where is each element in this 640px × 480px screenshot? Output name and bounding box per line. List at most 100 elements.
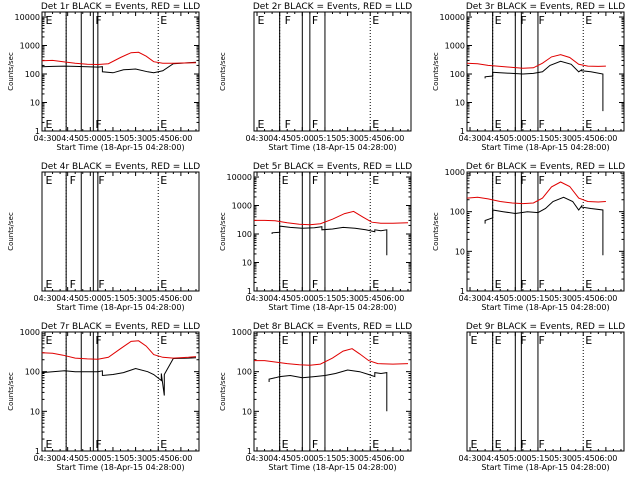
x-tick-label: 05:30 — [336, 294, 359, 303]
y-tick-label: 100 — [450, 70, 465, 79]
marker-letter: E — [495, 14, 502, 27]
y-axis-label: Counts/sec — [7, 52, 15, 91]
marker-letter: F — [520, 118, 526, 131]
marker-letter: F — [98, 278, 104, 291]
x-tick-label: 04:30 — [245, 134, 268, 143]
y-tick-label: 100 — [450, 208, 465, 217]
y-axis-label: Counts/sec — [219, 372, 227, 411]
panel-title: Det 2r BLACK = Events, RED = LLD — [253, 2, 412, 12]
x-tick-label: 04:30 — [458, 294, 481, 303]
x-tick-label: 05:15 — [526, 294, 549, 303]
x-tick-label: 04:45 — [481, 294, 504, 303]
x-axis-label: Start Time (18-Apr-15 04:28:00) — [268, 143, 396, 152]
x-tick-label: 05:15 — [313, 454, 336, 463]
y-tick-label: 1000 — [445, 168, 465, 177]
marker-letter: F — [538, 278, 544, 291]
x-tick-label: 05:15 — [526, 134, 549, 143]
marker-letter: F — [95, 118, 101, 131]
y-tick-label: 100 — [237, 230, 252, 239]
marker-letter: E — [585, 438, 592, 451]
marker-letter: F — [285, 118, 291, 131]
lld-series-line — [466, 54, 606, 69]
x-tick-label: 05:15 — [313, 294, 336, 303]
marker-letter: F — [520, 438, 526, 451]
x-tick-label: 04:30 — [245, 454, 268, 463]
x-axis-label: Start Time (18-Apr-15 04:28:00) — [56, 143, 184, 152]
marker-letter: E — [471, 334, 478, 347]
marker-letter: E — [495, 438, 502, 451]
marker-letter: F — [538, 438, 544, 451]
x-tick-label: 05:30 — [336, 454, 359, 463]
marker-letter: E — [160, 278, 167, 291]
x-tick-label: 05:00 — [291, 134, 314, 143]
marker-letter: F — [95, 14, 101, 27]
plot-frame — [253, 11, 412, 132]
x-tick-label: 05:15 — [101, 454, 124, 463]
marker-letter: E — [585, 14, 592, 27]
x-tick-label: 05:45 — [359, 134, 382, 143]
x-tick-label: 06:00 — [381, 294, 404, 303]
marker-letter: E — [160, 118, 167, 131]
marker-letter: E — [160, 438, 167, 451]
x-axis-label: Start Time (18-Apr-15 04:28:00) — [481, 463, 609, 472]
x-tick-label: 05:15 — [526, 454, 549, 463]
marker-letter: F — [538, 118, 544, 131]
y-axis-label: Counts/sec — [7, 372, 15, 411]
plot-frame — [41, 331, 200, 452]
x-tick-label: 06:00 — [169, 294, 192, 303]
y-tick-label: 1 — [35, 127, 40, 136]
marker-letter: F — [285, 14, 291, 27]
detector-panel-1: Det 1r BLACK = Events, RED = LLD 04:30 04:… — [7, 2, 200, 152]
x-tick-label: 05:30 — [124, 454, 147, 463]
marker-letter: E — [46, 334, 53, 347]
marker-letter: E — [471, 438, 478, 451]
marker-letter: E — [585, 334, 592, 347]
x-axis-label: Start Time (18-Apr-15 04:28:00) — [56, 303, 184, 312]
y-tick-label: 1 — [247, 447, 252, 456]
y-tick-label: 10000 — [15, 13, 40, 22]
x-tick-label: 05:45 — [572, 294, 595, 303]
x-tick-label: 04:45 — [268, 294, 291, 303]
y-tick-label: 100 — [237, 368, 252, 377]
marker-letter: E — [495, 334, 502, 347]
x-tick-label: 05:30 — [124, 294, 147, 303]
detector-panel-5: Det 5r BLACK = Events, RED = LLD 04:30 04:… — [219, 162, 412, 312]
events-series-line — [41, 61, 197, 74]
x-axis-label: Start Time (18-Apr-15 04:28:00) — [481, 303, 609, 312]
marker-letter: E — [372, 14, 379, 27]
marker-letter: E — [258, 14, 265, 27]
marker-letter: F — [312, 278, 318, 291]
y-tick-label: 1000 — [232, 328, 252, 337]
y-tick-label: 1 — [247, 287, 252, 296]
y-tick-label: 100 — [25, 70, 40, 79]
lld-series-line — [466, 181, 606, 205]
x-tick-label: 06:00 — [381, 134, 404, 143]
x-tick-label: 05:30 — [549, 454, 572, 463]
x-tick-label: 05:45 — [147, 294, 170, 303]
marker-letter: E — [495, 278, 502, 291]
y-tick-label: 10 — [455, 99, 465, 108]
x-tick-label: 05:30 — [549, 294, 572, 303]
panel-title: Det 3r BLACK = Events, RED = LLD — [466, 2, 625, 12]
lld-series-line — [41, 51, 197, 66]
x-tick-label: 04:30 — [245, 294, 268, 303]
x-tick-label: 04:30 — [458, 134, 481, 143]
y-tick-label: 10 — [242, 407, 252, 416]
y-axis-label: Counts/sec — [219, 212, 227, 251]
y-axis-label: Counts/sec — [432, 212, 440, 251]
y-tick-label: 10 — [242, 259, 252, 268]
x-tick-label: 04:45 — [481, 454, 504, 463]
marker-letter: F — [520, 174, 526, 187]
marker-letter: E — [282, 438, 289, 451]
x-tick-label: 05:30 — [336, 134, 359, 143]
x-tick-label: 04:45 — [56, 454, 79, 463]
marker-letter: F — [538, 334, 544, 347]
marker-letter: F — [520, 278, 526, 291]
x-tick-label: 04:45 — [56, 134, 79, 143]
x-tick-label: 05:45 — [572, 454, 595, 463]
marker-letter: F — [312, 438, 318, 451]
x-tick-label: 05:15 — [313, 134, 336, 143]
x-tick-label: 05:45 — [147, 454, 170, 463]
marker-letter: E — [46, 174, 53, 187]
